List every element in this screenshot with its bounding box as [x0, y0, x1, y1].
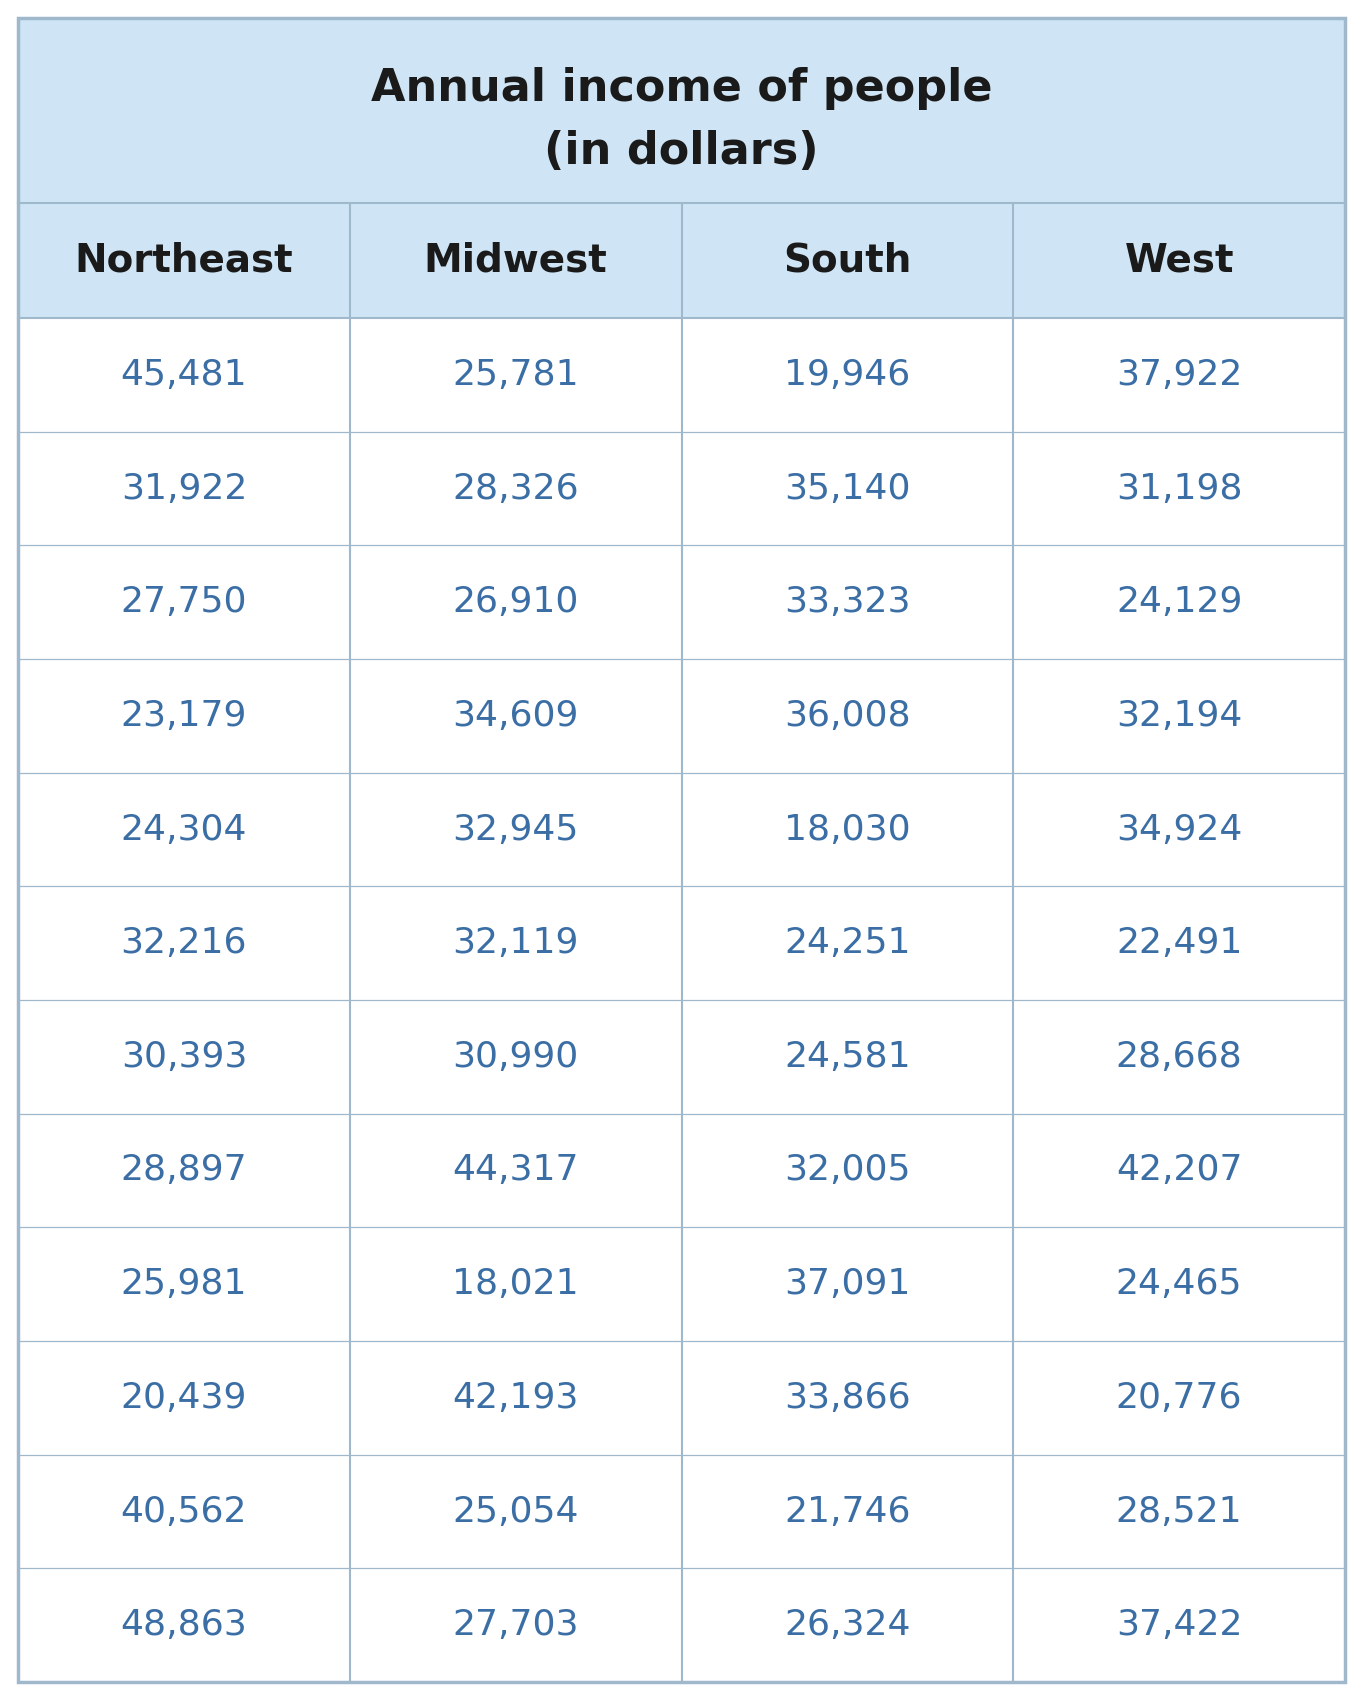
- Text: 37,422: 37,422: [1116, 1608, 1243, 1642]
- Bar: [18, 1227, 1345, 1341]
- Bar: [18, 432, 1345, 546]
- Text: 18,030: 18,030: [784, 813, 910, 847]
- Bar: [18, 1000, 1345, 1114]
- Text: 42,193: 42,193: [453, 1380, 579, 1414]
- Text: (in dollars): (in dollars): [544, 129, 819, 173]
- Text: 19,946: 19,946: [784, 357, 910, 391]
- Text: 35,140: 35,140: [784, 471, 910, 505]
- Text: 24,581: 24,581: [784, 1040, 910, 1074]
- Text: 33,323: 33,323: [784, 585, 910, 619]
- Text: 25,981: 25,981: [120, 1266, 247, 1300]
- Text: 24,251: 24,251: [784, 927, 910, 960]
- Text: 37,091: 37,091: [784, 1266, 910, 1300]
- Text: 20,439: 20,439: [121, 1380, 247, 1414]
- Bar: [18, 1569, 1345, 1681]
- Text: 18,021: 18,021: [453, 1266, 579, 1300]
- Text: 24,304: 24,304: [120, 813, 247, 847]
- Text: 33,866: 33,866: [784, 1380, 910, 1414]
- Bar: [18, 1341, 1345, 1455]
- Text: 30,990: 30,990: [453, 1040, 579, 1074]
- Text: 32,216: 32,216: [120, 927, 247, 960]
- Text: West: West: [1124, 241, 1234, 279]
- Text: 22,491: 22,491: [1116, 927, 1242, 960]
- Text: Northeast: Northeast: [75, 241, 293, 279]
- Text: 32,005: 32,005: [784, 1154, 910, 1188]
- Text: 45,481: 45,481: [120, 357, 247, 391]
- Text: 24,465: 24,465: [1116, 1266, 1243, 1300]
- Text: 27,750: 27,750: [120, 585, 247, 619]
- Text: 32,194: 32,194: [1116, 699, 1242, 733]
- Text: 36,008: 36,008: [784, 699, 910, 733]
- Text: 24,129: 24,129: [1116, 585, 1242, 619]
- Text: 30,393: 30,393: [121, 1040, 247, 1074]
- Bar: [18, 318, 1345, 432]
- Text: 26,910: 26,910: [453, 585, 579, 619]
- Text: Annual income of people: Annual income of people: [371, 66, 992, 110]
- Text: 31,198: 31,198: [1116, 471, 1243, 505]
- Text: 48,863: 48,863: [120, 1608, 247, 1642]
- Text: 28,668: 28,668: [1116, 1040, 1243, 1074]
- Text: 26,324: 26,324: [784, 1608, 910, 1642]
- Bar: [18, 1455, 1345, 1569]
- Text: 20,776: 20,776: [1116, 1380, 1243, 1414]
- Text: 28,897: 28,897: [120, 1154, 247, 1188]
- Text: 28,521: 28,521: [1116, 1494, 1243, 1528]
- Text: 31,922: 31,922: [121, 471, 247, 505]
- Text: Midwest: Midwest: [424, 241, 608, 279]
- Bar: [18, 546, 1345, 660]
- Text: 32,119: 32,119: [453, 927, 579, 960]
- Text: 34,609: 34,609: [453, 699, 579, 733]
- Text: 37,922: 37,922: [1116, 357, 1242, 391]
- Text: 34,924: 34,924: [1116, 813, 1242, 847]
- Bar: [18, 660, 1345, 774]
- Text: 21,746: 21,746: [784, 1494, 910, 1528]
- Text: 28,326: 28,326: [453, 471, 579, 505]
- Bar: [18, 1114, 1345, 1227]
- Text: 40,562: 40,562: [120, 1494, 247, 1528]
- Text: 27,703: 27,703: [453, 1608, 579, 1642]
- Text: 32,945: 32,945: [453, 813, 579, 847]
- Bar: [18, 774, 1345, 886]
- Text: 42,207: 42,207: [1116, 1154, 1243, 1188]
- Text: South: South: [784, 241, 912, 279]
- Bar: [18, 19, 1345, 202]
- Bar: [18, 202, 1345, 318]
- Bar: [18, 886, 1345, 1000]
- Text: 44,317: 44,317: [453, 1154, 579, 1188]
- Text: 25,054: 25,054: [453, 1494, 579, 1528]
- Text: 25,781: 25,781: [453, 357, 579, 391]
- Text: 23,179: 23,179: [121, 699, 247, 733]
